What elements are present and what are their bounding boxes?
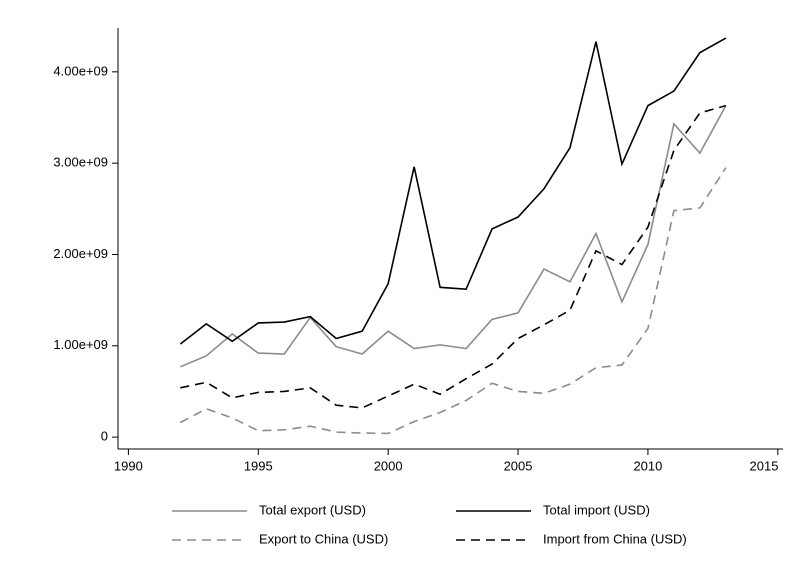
x-tick-label: 2015: [750, 458, 779, 473]
x-tick-label: 2010: [633, 458, 662, 473]
y-tick-label: 4.00e+09: [53, 63, 108, 78]
x-tick-label: 1995: [244, 458, 273, 473]
y-tick-label: 0: [101, 429, 108, 444]
series-line: [179, 167, 727, 435]
legend-label: Total import (USD): [543, 502, 650, 517]
legend-label: Import from China (USD): [543, 531, 687, 546]
y-tick-label: 3.00e+09: [53, 155, 108, 170]
x-tick-label: 2005: [504, 458, 533, 473]
y-tick-label: 2.00e+09: [53, 246, 108, 261]
legend-label: Total export (USD): [259, 502, 366, 517]
series-line: [180, 104, 727, 409]
x-tick-label: 1990: [114, 458, 143, 473]
series-line: [180, 105, 727, 368]
legend-label: Export to China (USD): [259, 531, 388, 546]
series-line: [179, 37, 727, 345]
y-tick-label: 1.00e+09: [53, 337, 108, 352]
x-tick-label: 2000: [374, 458, 403, 473]
